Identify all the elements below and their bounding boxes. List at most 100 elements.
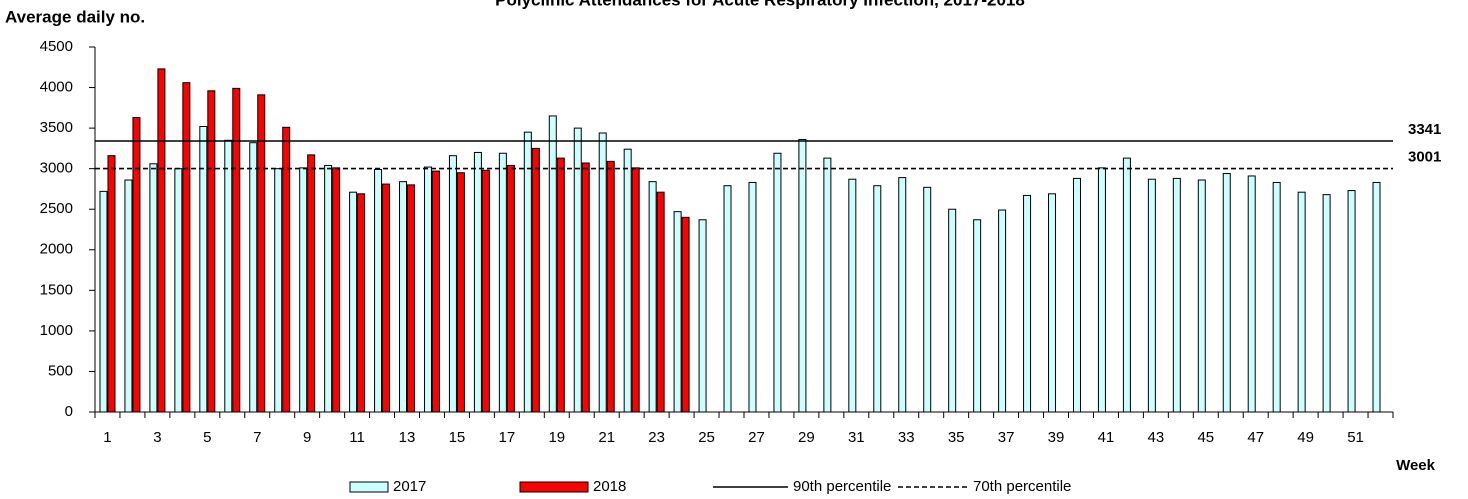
bar — [282, 126, 291, 413]
bar — [456, 172, 465, 413]
y-tick-label: 0 — [65, 403, 73, 420]
x-tick-label: 45 — [1197, 429, 1214, 446]
x-tick-label: 17 — [499, 429, 516, 446]
x-tick-label: 33 — [898, 429, 915, 446]
bar — [506, 164, 515, 413]
x-axis-label: Week — [1396, 457, 1436, 474]
y-tick-label: 3000 — [40, 160, 73, 177]
bar — [307, 154, 316, 413]
y-tick-label: 4000 — [40, 79, 73, 96]
y-tick-label: 2000 — [40, 241, 73, 258]
bar — [473, 151, 482, 413]
bar — [973, 219, 982, 413]
x-tick-label: 39 — [1048, 429, 1065, 446]
bar — [681, 216, 690, 413]
x-tick-label: 9 — [303, 429, 311, 446]
bar — [606, 160, 615, 413]
y-tick-label: 3500 — [40, 119, 73, 136]
x-tick-label: 13 — [399, 429, 416, 446]
bar — [581, 162, 590, 413]
legend-label: 2017 — [393, 478, 426, 495]
bar — [498, 152, 507, 413]
x-tick-label: 25 — [698, 429, 715, 446]
x-tick-label: 21 — [598, 429, 615, 446]
bar — [748, 181, 757, 413]
bar — [357, 193, 366, 413]
x-tick-label: 29 — [798, 429, 815, 446]
bar — [948, 208, 957, 413]
y-axis-label: Average daily no. — [5, 7, 145, 26]
x-tick-label: 37 — [998, 429, 1015, 446]
bar — [448, 155, 457, 413]
bar — [132, 117, 141, 413]
bar — [423, 166, 432, 413]
bar — [124, 179, 133, 413]
bar — [149, 163, 158, 413]
bar — [598, 132, 607, 413]
bar — [1347, 190, 1356, 413]
bar — [631, 167, 640, 413]
bar — [573, 127, 582, 413]
x-tick-label: 51 — [1347, 429, 1364, 446]
bar — [923, 186, 932, 413]
x-tick-label: 41 — [1098, 429, 1115, 446]
bar — [723, 185, 732, 413]
bar — [174, 168, 183, 413]
bar — [299, 167, 308, 413]
y-tick-label: 2500 — [40, 200, 73, 217]
legend-label: 70th percentile — [973, 478, 1071, 495]
bar — [623, 148, 632, 413]
bar — [773, 152, 782, 413]
legend-swatch — [349, 481, 389, 493]
x-tick-label: 31 — [848, 429, 865, 446]
x-tick-label: 49 — [1297, 429, 1314, 446]
bar — [1222, 173, 1231, 413]
bar — [1372, 181, 1381, 413]
chart-title: Polyclinic Attendances for Acute Respira… — [495, 0, 1025, 9]
reference-label: 3001 — [1408, 149, 1441, 166]
bar — [99, 190, 108, 413]
bar — [673, 211, 682, 413]
bar — [1122, 157, 1131, 413]
bar — [1172, 177, 1181, 413]
bar — [399, 181, 408, 413]
bar — [232, 87, 241, 413]
bar — [998, 209, 1007, 413]
x-tick-label: 11 — [349, 429, 365, 446]
bar — [431, 170, 440, 413]
bar — [1247, 175, 1256, 413]
bar — [407, 184, 416, 413]
bar — [1322, 194, 1331, 413]
bar — [224, 139, 233, 413]
x-tick-label: 35 — [948, 429, 965, 446]
y-tick-label: 4500 — [40, 38, 73, 55]
bar — [374, 168, 383, 413]
bar — [873, 185, 882, 413]
bar — [1272, 181, 1281, 413]
legend-label: 2018 — [593, 478, 626, 495]
bar — [249, 142, 258, 413]
bar — [898, 177, 907, 413]
x-tick-label: 27 — [748, 429, 765, 446]
bar — [531, 147, 540, 413]
bar — [157, 68, 166, 413]
x-tick-label: 5 — [203, 429, 211, 446]
bar — [1048, 193, 1057, 413]
bar — [349, 191, 358, 413]
bar — [332, 167, 341, 413]
x-tick-label: 1 — [103, 429, 111, 446]
bar — [1023, 194, 1032, 413]
bar — [207, 90, 216, 413]
x-tick-label: 43 — [1148, 429, 1165, 446]
bar — [107, 155, 116, 413]
x-tick-label: 7 — [253, 429, 261, 446]
x-tick-label: 3 — [153, 429, 161, 446]
x-tick-label: 15 — [449, 429, 466, 446]
bar — [548, 115, 557, 413]
bar — [481, 169, 490, 413]
bar — [182, 82, 191, 413]
bar — [1097, 167, 1106, 413]
x-tick-label: 19 — [548, 429, 565, 446]
bar — [656, 191, 665, 413]
